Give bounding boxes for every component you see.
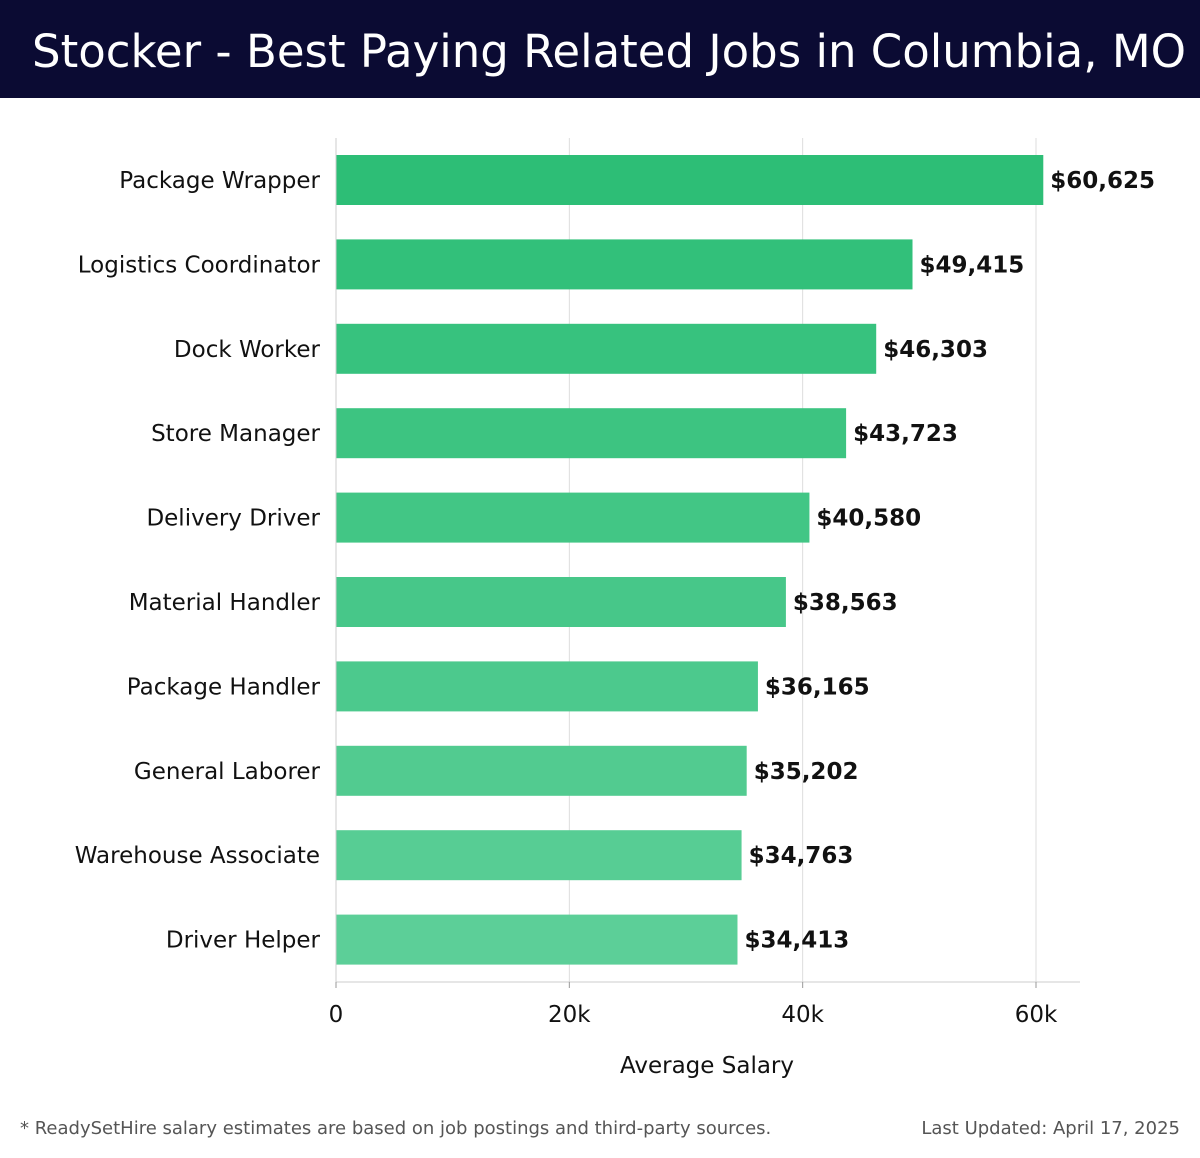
bar-2 bbox=[336, 239, 913, 290]
bars bbox=[336, 155, 1044, 965]
category-label-6: Material Handler bbox=[129, 590, 321, 616]
category-label-9: Warehouse Associate bbox=[75, 843, 320, 869]
bar-9 bbox=[336, 830, 742, 881]
chart-header: Stocker - Best Paying Related Jobs in Co… bbox=[0, 0, 1200, 98]
value-label-1: $60,625 bbox=[1050, 168, 1155, 194]
category-label-8: General Laborer bbox=[134, 759, 321, 785]
chart-title: Stocker - Best Paying Related Jobs in Co… bbox=[32, 25, 1187, 78]
x-tick-label-2: 40k bbox=[781, 1002, 824, 1028]
x-tick-label-3: 60k bbox=[1015, 1002, 1058, 1028]
value-label-4: $43,723 bbox=[853, 421, 958, 447]
value-label-8: $35,202 bbox=[754, 759, 859, 785]
category-label-4: Store Manager bbox=[151, 421, 320, 447]
value-label-2: $49,415 bbox=[920, 252, 1025, 278]
x-axis: 0 20k 40k 60k bbox=[329, 138, 1080, 1028]
value-label-3: $46,303 bbox=[883, 337, 988, 363]
category-labels: Package Wrapper Logistics Coordinator Dock… bbox=[75, 168, 321, 954]
bar-5 bbox=[336, 492, 810, 543]
category-label-10: Driver Helper bbox=[166, 928, 321, 954]
bar-10 bbox=[336, 914, 738, 965]
value-label-6: $38,563 bbox=[793, 590, 898, 616]
last-updated: Last Updated: April 17, 2025 bbox=[921, 1118, 1180, 1139]
bar-3 bbox=[336, 323, 877, 374]
bar-6 bbox=[336, 577, 786, 627]
category-label-5: Delivery Driver bbox=[146, 506, 320, 532]
x-tick-label-0: 0 bbox=[329, 1002, 344, 1028]
value-label-10: $34,413 bbox=[744, 928, 849, 954]
value-label-9: $34,763 bbox=[749, 843, 854, 869]
category-label-1: Package Wrapper bbox=[119, 168, 320, 194]
value-label-5: $40,580 bbox=[816, 506, 921, 532]
bar-1 bbox=[336, 155, 1044, 205]
bar-8 bbox=[336, 745, 747, 796]
value-labels: $60,625 $49,415 $46,303 $43,723 $40,580 $38,5… bbox=[744, 168, 1155, 954]
category-label-7: Package Handler bbox=[127, 674, 321, 700]
category-label-3: Dock Worker bbox=[174, 337, 321, 363]
bar-4 bbox=[336, 408, 847, 459]
bar-7 bbox=[336, 661, 758, 712]
footnote: * ReadySetHire salary estimates are base… bbox=[20, 1118, 772, 1139]
value-label-7: $36,165 bbox=[765, 674, 870, 700]
x-tick-label-1: 20k bbox=[548, 1002, 591, 1028]
x-axis-label: Average Salary bbox=[620, 1053, 794, 1079]
category-label-2: Logistics Coordinator bbox=[78, 252, 321, 278]
